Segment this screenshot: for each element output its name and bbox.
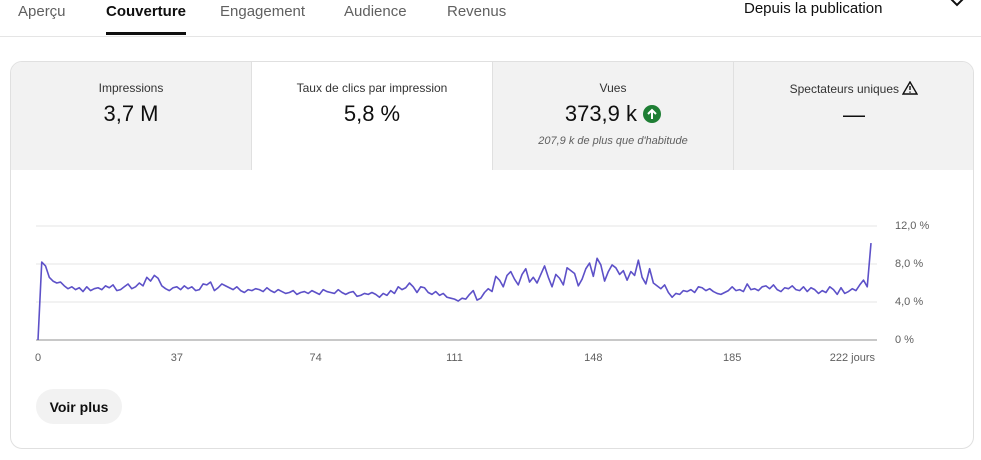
tab-bar: Aperçu Couverture Engagement Audience Re…	[0, 0, 981, 37]
metric-label-row: Spectateurs uniques	[734, 80, 973, 96]
tab[interactable]: Couverture	[106, 3, 187, 20]
metric-value: 3,7 M	[103, 101, 159, 126]
x-tick-label: 74	[310, 352, 322, 364]
up-arrow-icon	[643, 105, 662, 123]
y-tick-label: 4,0 %	[895, 296, 923, 308]
see-more-button[interactable]: Voir plus	[36, 389, 122, 424]
metric-label: Vues	[599, 81, 627, 95]
card: Impressions 3,7 M Taux de clics par impre…	[10, 61, 974, 449]
y-tick-label: 8,0 %	[895, 258, 923, 270]
x-tick-label: 111	[446, 352, 463, 364]
metric-label: Taux de clics par impression	[296, 81, 448, 95]
metric-value-row: 373,9 k	[493, 101, 733, 127]
metric-tile[interactable]: Impressions 3,7 M	[11, 62, 252, 170]
chevron-icon	[950, 0, 964, 7]
metric-tile[interactable]: Spectateurs uniques —	[734, 62, 973, 170]
tab-underline	[106, 32, 186, 35]
metric-tile[interactable]: Vues 373,9 k 207,9 k de plus que d'habitu…	[493, 62, 734, 170]
x-tick-label: 0	[35, 352, 41, 364]
tab[interactable]: Aperçu	[18, 3, 66, 20]
x-tick-label: 222 jours	[830, 352, 876, 364]
x-tick-label: 148	[584, 352, 602, 364]
chart: 0 % 4,0 % 8,0 % 12,0 % 0 37 74 111 148 185 222 jou…	[35, 220, 930, 364]
metric-value: —	[843, 102, 865, 127]
tab[interactable]: Revenus	[447, 3, 507, 20]
x-tick-label: 37	[171, 352, 183, 364]
period-dropdown[interactable]: Depuis la publication	[744, 0, 883, 17]
metric-note: 207,9 k de plus que d'habitude	[538, 135, 688, 147]
x-tick-label: 185	[723, 352, 741, 364]
metric-tile[interactable]: Taux de clics par impression 5,8 %	[252, 62, 493, 170]
y-tick-label: 12,0 %	[895, 220, 929, 232]
metric-value: 373,9 k	[564, 101, 638, 126]
tab[interactable]: Audience	[344, 3, 407, 20]
line-series	[37, 243, 872, 341]
metric-value: 5,8 %	[343, 101, 401, 126]
metric-label: Spectateurs uniques	[789, 82, 900, 96]
y-tick-label: 0 %	[895, 334, 914, 346]
warning-icon	[902, 80, 919, 95]
tab[interactable]: Engagement	[220, 3, 306, 20]
metric-label: Impressions	[98, 81, 164, 95]
